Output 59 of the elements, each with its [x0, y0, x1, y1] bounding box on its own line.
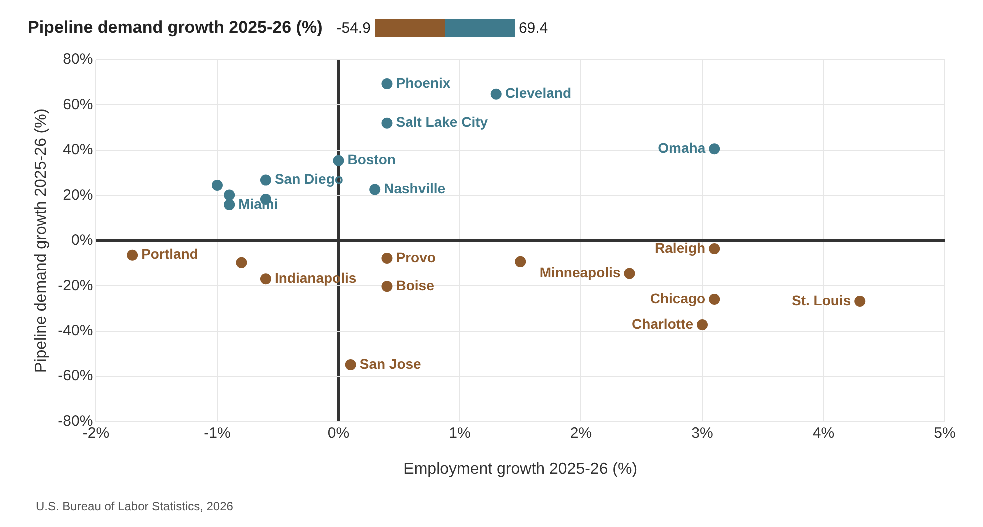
y-tick-label: 20% — [63, 186, 94, 204]
point — [236, 257, 248, 268]
annotation: Portland — [142, 246, 198, 262]
point — [382, 281, 393, 292]
point — [370, 184, 381, 196]
point — [709, 244, 720, 255]
annotation: St. Louis — [792, 292, 852, 308]
point — [333, 155, 344, 166]
annotation: Nashville — [384, 180, 446, 197]
x-tick-label: 3% — [692, 424, 714, 442]
x-tick-label: 0% — [328, 424, 350, 442]
point — [382, 118, 393, 129]
annotation: Boise — [396, 277, 435, 294]
point — [127, 250, 138, 261]
y-tick-label: 80% — [63, 51, 94, 68]
point — [382, 78, 393, 90]
x-tick-label: -1% — [204, 424, 231, 442]
annotation: Provo — [396, 249, 436, 266]
text: 69.4 — [518, 20, 548, 36]
x-tick-label: 5% — [934, 424, 956, 442]
text: -54.9 — [336, 20, 371, 36]
y-tick-label: 0% — [72, 232, 94, 250]
annotation: San Jose — [360, 356, 422, 372]
point — [709, 294, 720, 305]
annotation: Minneapolis — [540, 264, 621, 281]
point — [382, 253, 393, 264]
point — [696, 320, 708, 331]
annotation: Cleveland — [505, 85, 572, 102]
point — [515, 256, 526, 268]
annotation: Omaha — [658, 140, 706, 156]
annotation: Salt Lake City — [396, 114, 488, 130]
x-axis-title: Employment growth 2025-26 (%) — [404, 460, 638, 478]
point — [260, 174, 272, 186]
x-tick-label: -2% — [82, 424, 110, 442]
point — [709, 144, 720, 155]
text: U.S. Bureau of Labor Statistics, 2026 — [36, 499, 234, 514]
y-tick-label: -60% — [58, 368, 94, 385]
point — [224, 190, 236, 201]
y-tick-label: 40% — [63, 142, 94, 159]
annotation: Boston — [348, 152, 396, 168]
annotation: Phoenix — [396, 74, 451, 91]
point — [854, 296, 866, 307]
y-tick-label: -20% — [58, 277, 94, 294]
x-tick-label: 2% — [570, 424, 592, 442]
annotation: Chicago — [650, 290, 706, 306]
point — [260, 274, 272, 285]
annotation: Raleigh — [655, 240, 706, 256]
chart-title: Pipeline demand growth 2025-26 (%) — [28, 18, 323, 38]
y-axis-title: Pipeline demand growth 2025-26 (%) — [33, 108, 50, 373]
x-tick-label: 1% — [449, 424, 471, 442]
point — [224, 199, 236, 210]
point — [624, 268, 636, 280]
point — [490, 88, 502, 100]
point — [212, 180, 223, 191]
x-tick-label: 4% — [812, 424, 835, 442]
y-tick-label: -40% — [58, 322, 94, 340]
point — [345, 360, 356, 371]
annotation: Charlotte — [632, 316, 694, 332]
y-tick-label: 60% — [63, 96, 94, 114]
